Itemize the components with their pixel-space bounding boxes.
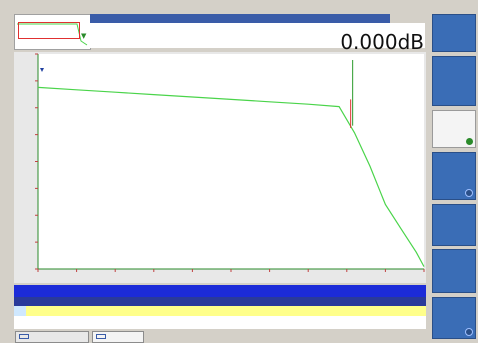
otdr-trace-chart[interactable] [14,52,426,283]
trace-line [37,86,425,267]
event-table-empty-area [14,316,426,329]
tab-trace[interactable] [15,331,89,343]
cursor-select-panel[interactable] [432,110,476,148]
header-bar [90,14,390,23]
active-marker-arrow-icon: ▼ [81,32,87,40]
side-button-5[interactable] [432,204,476,246]
table-tab-icon [96,334,106,339]
tab-table[interactable] [92,331,144,343]
event-number-cell [14,306,26,316]
table-row[interactable] [14,306,426,316]
event-table-header [14,297,426,306]
marker-info-panel [90,23,425,48]
y-ticks [35,53,38,270]
side-button-1[interactable] [432,14,476,52]
trace-tab-icon [19,334,29,339]
side-button-knob-icon [465,189,473,197]
x-ticks [37,269,425,272]
side-button-7[interactable] [432,297,476,339]
trace-start-marker-icon [40,68,44,72]
plot-area [38,54,424,269]
side-button-knob-icon [465,328,473,336]
side-button-4[interactable] [432,152,476,200]
cursor-knob-icon[interactable] [466,138,473,145]
info-bar [14,285,426,297]
side-button-6[interactable] [432,249,476,293]
side-button-2[interactable] [432,56,476,106]
trace-overview-thumbnail[interactable] [14,14,91,50]
loss-value: 0.000dB [340,30,424,54]
overview-zoom-frame[interactable] [18,22,80,39]
